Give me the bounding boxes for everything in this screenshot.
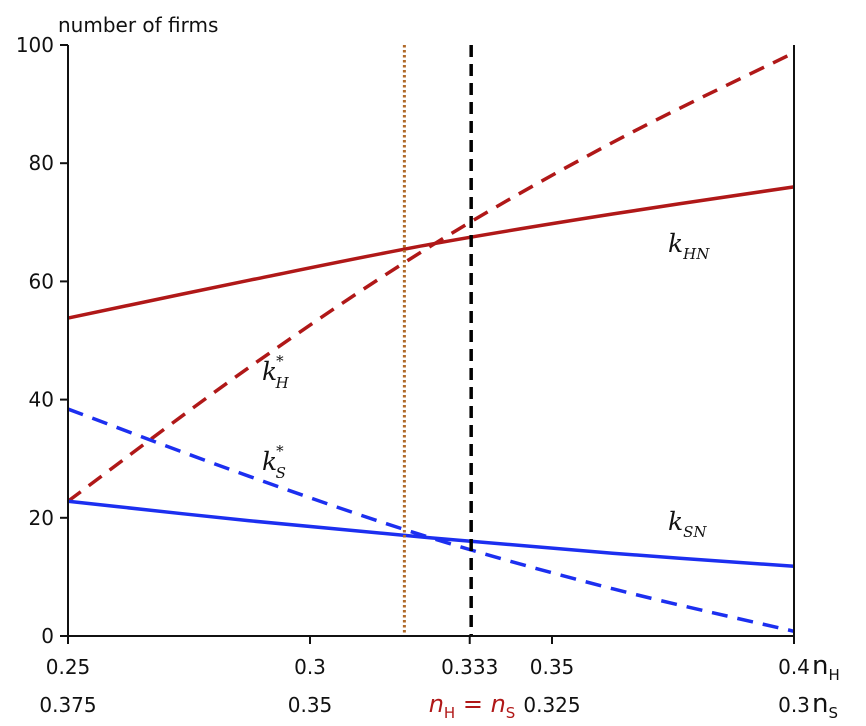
labels-layer: number of firms nH nS nH = nS kHN k* H k*… [58, 13, 840, 722]
y-tick-label: 60 [29, 269, 54, 293]
x-axis-var-bottom: nS [812, 689, 838, 722]
label-k-star-s: k* S [262, 442, 286, 482]
x-tick-label-bottom: 0.325 [523, 693, 580, 717]
x-tick-label-bottom: 0.35 [288, 693, 333, 717]
y-tick-label: 80 [29, 151, 54, 175]
label-k-hn: kHN [668, 229, 710, 263]
series-line-ks [67, 407, 795, 633]
axes-layer [67, 45, 795, 637]
equality-label: nH = nS [429, 690, 516, 722]
y-axis-label: number of firms [58, 13, 218, 37]
x-tick-label-top: 0.333 [441, 655, 498, 679]
x-tick-label-bottom: 0.3 [778, 693, 810, 717]
y-tick-label: 100 [16, 33, 54, 57]
curves-layer [66, 51, 795, 633]
x-tick-label-bottom: 0.375 [39, 693, 96, 717]
x-axis-var-top: nH [812, 651, 840, 684]
label-k-sn: kSN [668, 507, 707, 541]
y-tick-label: 20 [29, 506, 54, 530]
y-tick-label: 0 [41, 624, 54, 648]
reference-lines-layer [402, 45, 473, 636]
x-tick-label-top: 0.3 [294, 655, 326, 679]
ticks-layer: 0 20 40 60 80 100 0.25 0.3 0.333 0.35 0.4 0.375 0.35… [16, 33, 810, 717]
x-tick-label-top: 0.35 [530, 655, 575, 679]
x-tick-label-top: 0.25 [46, 655, 91, 679]
y-tick-label: 40 [29, 388, 54, 412]
series-line-kh [66, 51, 795, 503]
label-k-star-h: k* H [262, 352, 290, 392]
x-tick-label-top: 0.4 [778, 655, 810, 679]
series-line-ksn [67, 499, 795, 569]
